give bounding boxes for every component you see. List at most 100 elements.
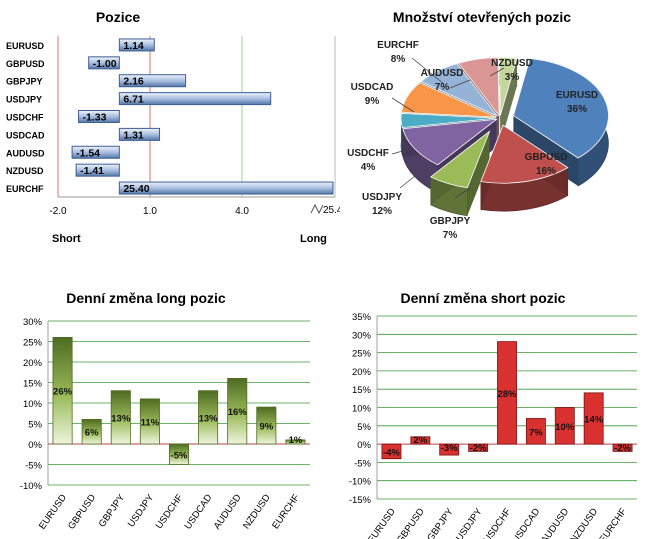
pie-percent-usdchf: 4% <box>361 162 376 173</box>
value-label-gbpjpy: 2.16 <box>123 76 144 88</box>
bar-usdjpy <box>139 398 160 445</box>
y-tick-label: 20% <box>352 367 372 378</box>
bar-nzdusd <box>256 406 277 445</box>
bar-nzdusd <box>75 163 120 177</box>
pie-slice-audusd <box>457 57 500 117</box>
axis-break-marker <box>310 203 324 215</box>
value-label-gbpusd: -1.00 <box>93 58 117 70</box>
leader-line-usdjpy <box>399 171 421 189</box>
value-label-eurusd: 26% <box>53 387 73 398</box>
y-tick-label: -5% <box>25 461 42 472</box>
pie-slice-usdjpy <box>402 118 498 166</box>
pie-percent-audusd: 7% <box>435 82 450 93</box>
value-label-eurchf: 25.40 <box>123 183 149 195</box>
bar-usdchf <box>497 341 517 445</box>
value-label-eurusd: 1.14 <box>123 40 144 52</box>
pie-percent-nzdusd: 3% <box>505 72 520 83</box>
y-tick-label: 25% <box>23 338 43 349</box>
y-tick-label: 30% <box>352 330 372 341</box>
x-tick-label-usdchf: USDCHF <box>482 506 514 539</box>
pie-percent-gbpjpy: 7% <box>443 230 458 241</box>
value-label-gbpjpy: 13% <box>111 413 131 424</box>
bar-audusd <box>227 378 248 445</box>
x-tick-label-gbpusd: GBPUSD <box>66 492 98 531</box>
x-tick-label-eurusd: EURUSD <box>366 506 398 539</box>
bar-gbpusd <box>410 436 431 445</box>
short-change-title: Denní změna short pozic <box>401 290 566 306</box>
leader-line-nzdusd <box>489 67 505 77</box>
pie-label-nzdusd: NZDUSD <box>491 58 533 69</box>
positions-chart-title: Pozice <box>96 9 141 25</box>
x-tick-label-nzdusd: NZDUSD <box>568 506 600 539</box>
value-label-gbpusd: 6% <box>85 428 99 439</box>
category-label-nzdusd: NZDUSD <box>6 166 44 176</box>
value-label-usdchf: 28% <box>497 389 517 400</box>
value-label-eurchf: 1% <box>289 435 303 446</box>
bar-eurchf <box>285 439 306 445</box>
category-label-gbpjpy: GBPJPY <box>6 77 43 87</box>
pie-label-usdcad: USDCAD <box>351 82 394 93</box>
axis-break-label: 25.4 <box>323 205 340 216</box>
value-label-eurusd: -4% <box>383 447 400 458</box>
value-label-gbpusd: 2% <box>413 435 427 446</box>
x-tick-label-usdcad: USDCAD <box>510 506 542 539</box>
bar-gbpjpy <box>118 74 187 88</box>
short-label: Short <box>52 233 81 245</box>
bar-usdchf <box>168 443 190 465</box>
pie-slice-gbpjpy <box>429 130 491 189</box>
bar-audusd <box>554 407 575 445</box>
category-label-usdchf: USDCHF <box>6 113 44 123</box>
pie-label-gbpusd: GBPUSD <box>525 152 568 163</box>
bar-eurchf <box>612 443 633 452</box>
y-tick-label: -10% <box>20 481 43 492</box>
y-tick-label: 10% <box>352 404 372 415</box>
positions-chart: Pozice EURUSD GBPUSD GBPJPY USDJPY USDCHF USD… <box>6 9 340 245</box>
bar-usdjpy <box>118 92 272 106</box>
bar-usdcad <box>198 390 219 445</box>
pie-label-eurchf: EURCHF <box>377 40 419 51</box>
pie-slice-usdcad <box>401 82 497 118</box>
pie-wall-end-nzdusd <box>500 58 517 144</box>
bar-audusd <box>71 145 120 159</box>
open-positions-title: Množství otevřených pozic <box>393 9 571 25</box>
y-tick-label: 0% <box>28 440 42 451</box>
pie-percent-usdjpy: 12% <box>372 206 392 217</box>
category-label-eurusd: EURUSD <box>6 41 45 51</box>
bar-gbpjpy <box>110 390 131 445</box>
category-label-gbpusd: GBPUSD <box>6 59 45 69</box>
x-tick-label-eurchf: EURCHF <box>270 492 302 531</box>
y-tick-label: -15% <box>349 495 372 506</box>
category-label-usdjpy: USDJPY <box>6 95 42 105</box>
bar-eurusd <box>381 443 402 460</box>
y-tick-label: 10% <box>23 399 43 410</box>
value-label-usdjpy: 11% <box>141 417 160 428</box>
bar-usdcad <box>118 127 161 141</box>
long-label: Long <box>300 233 327 245</box>
pie-percent-eurusd: 36% <box>567 104 587 115</box>
pie-percent-eurchf: 8% <box>391 54 406 65</box>
x-tick-label: 1.0 <box>143 206 157 217</box>
bar-usdchf <box>78 110 120 123</box>
pie-label-usdjpy: USDJPY <box>362 192 402 203</box>
value-label-audusd: 10% <box>555 422 575 433</box>
value-label-eurchf: -2% <box>614 443 631 454</box>
y-tick-label: 0% <box>357 440 371 451</box>
value-label-audusd: -1.54 <box>76 147 100 159</box>
value-label-usdchf: -5% <box>171 450 188 461</box>
pie-percent-usdcad: 9% <box>365 96 380 107</box>
y-tick-label: 5% <box>28 420 42 431</box>
x-tick-label-gbpusd: GBPUSD <box>395 506 427 539</box>
pie-label-audusd: AUDUSD <box>421 68 464 79</box>
open-positions-pie-chart: Množství otevřených pozic EURUSD 36% GBPUS… <box>347 9 609 241</box>
value-label-usdcad: 7% <box>529 427 543 438</box>
x-tick-label-eurchf: EURCHF <box>597 506 629 539</box>
value-label-usdcad: 1.31 <box>123 129 144 141</box>
value-label-usdjpy: -2% <box>470 443 487 454</box>
value-label-nzdusd: 14% <box>584 414 604 425</box>
y-tick-label: -5% <box>354 458 371 469</box>
category-label-eurchf: EURCHF <box>6 184 44 194</box>
x-tick-label-gbpjpy: GBPJPY <box>97 492 128 530</box>
pie-slice-eurusd <box>512 57 609 159</box>
leader-line-usdchf <box>391 149 407 155</box>
bar-eurusd <box>118 38 155 52</box>
